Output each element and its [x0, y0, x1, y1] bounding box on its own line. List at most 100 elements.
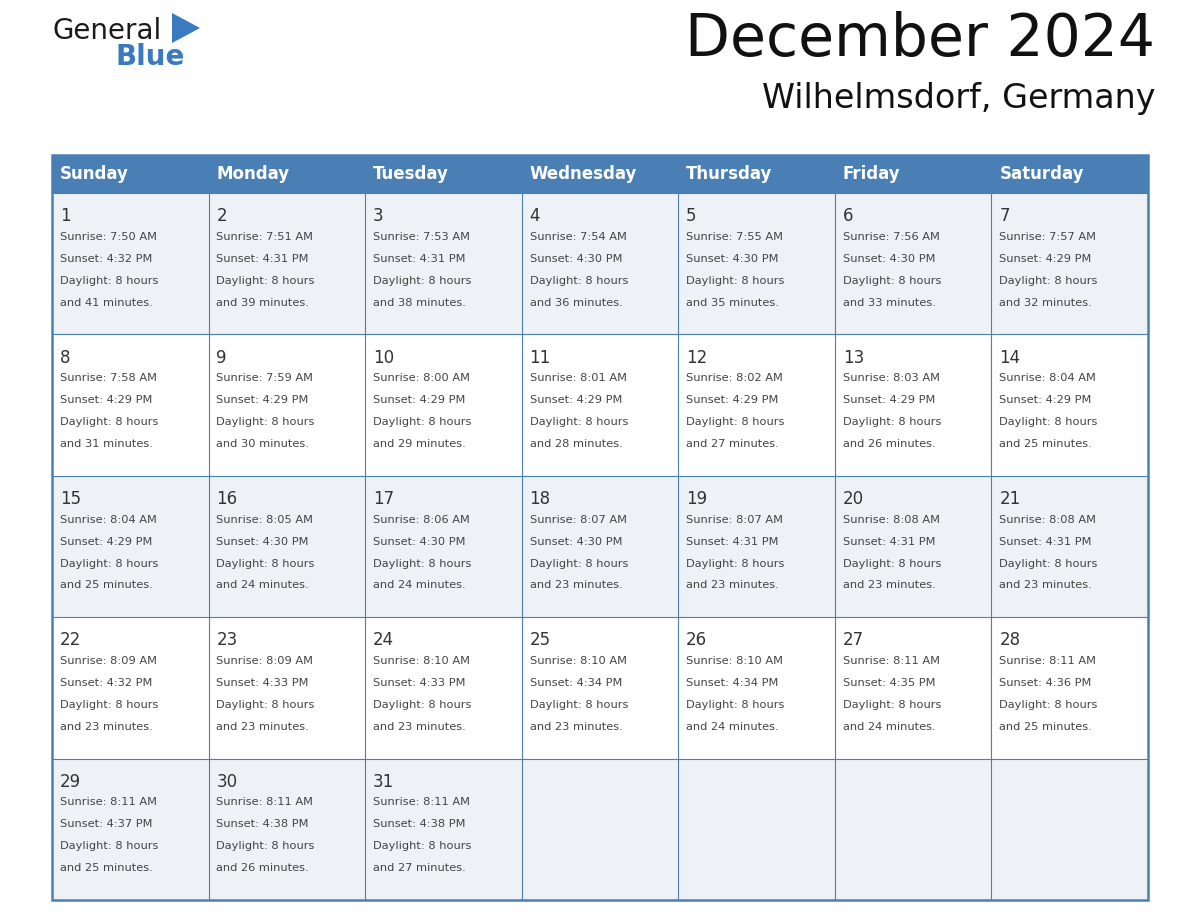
- Text: 15: 15: [59, 490, 81, 508]
- Text: Daylight: 8 hours: Daylight: 8 hours: [999, 700, 1098, 710]
- Text: Sunset: 4:30 PM: Sunset: 4:30 PM: [373, 537, 466, 546]
- Text: and 39 minutes.: and 39 minutes.: [216, 297, 309, 308]
- Text: 27: 27: [842, 632, 864, 649]
- Text: and 23 minutes.: and 23 minutes.: [59, 722, 152, 732]
- Text: Daylight: 8 hours: Daylight: 8 hours: [373, 417, 472, 427]
- Bar: [52, 617, 209, 758]
- Text: Sunrise: 8:11 AM: Sunrise: 8:11 AM: [216, 798, 314, 808]
- Text: Sunrise: 8:10 AM: Sunrise: 8:10 AM: [530, 656, 626, 666]
- Text: Sunrise: 8:00 AM: Sunrise: 8:00 AM: [373, 374, 470, 384]
- Bar: [365, 617, 522, 758]
- Text: Sunrise: 8:06 AM: Sunrise: 8:06 AM: [373, 515, 469, 525]
- Text: Sunrise: 8:10 AM: Sunrise: 8:10 AM: [373, 656, 470, 666]
- Bar: [992, 758, 1148, 900]
- Text: 11: 11: [530, 349, 551, 366]
- Text: Daylight: 8 hours: Daylight: 8 hours: [687, 275, 784, 285]
- Text: Daylight: 8 hours: Daylight: 8 hours: [59, 558, 158, 568]
- Bar: [522, 193, 678, 334]
- Text: Sunrise: 8:08 AM: Sunrise: 8:08 AM: [842, 515, 940, 525]
- Text: Sunrise: 7:57 AM: Sunrise: 7:57 AM: [999, 232, 1097, 241]
- Text: 10: 10: [373, 349, 394, 366]
- Text: Daylight: 8 hours: Daylight: 8 hours: [216, 841, 315, 851]
- Text: 2: 2: [216, 207, 227, 225]
- Bar: [992, 334, 1148, 476]
- Text: Daylight: 8 hours: Daylight: 8 hours: [842, 275, 941, 285]
- Text: Daylight: 8 hours: Daylight: 8 hours: [59, 841, 158, 851]
- Bar: [522, 155, 678, 193]
- Text: Sunrise: 8:09 AM: Sunrise: 8:09 AM: [216, 656, 314, 666]
- Bar: [52, 334, 209, 476]
- Bar: [522, 476, 678, 617]
- Text: Sunset: 4:33 PM: Sunset: 4:33 PM: [373, 678, 466, 688]
- Text: Daylight: 8 hours: Daylight: 8 hours: [216, 417, 315, 427]
- Text: and 41 minutes.: and 41 minutes.: [59, 297, 152, 308]
- Text: Sunset: 4:30 PM: Sunset: 4:30 PM: [687, 253, 778, 263]
- Text: General: General: [52, 17, 162, 45]
- Text: Sunset: 4:29 PM: Sunset: 4:29 PM: [999, 253, 1092, 263]
- Text: Sunset: 4:34 PM: Sunset: 4:34 PM: [530, 678, 621, 688]
- Text: and 31 minutes.: and 31 minutes.: [59, 439, 153, 449]
- Text: 28: 28: [999, 632, 1020, 649]
- Text: Sunrise: 8:11 AM: Sunrise: 8:11 AM: [842, 656, 940, 666]
- Text: Sunset: 4:32 PM: Sunset: 4:32 PM: [59, 678, 152, 688]
- Text: Sunset: 4:36 PM: Sunset: 4:36 PM: [999, 678, 1092, 688]
- Text: Sunrise: 7:55 AM: Sunrise: 7:55 AM: [687, 232, 783, 241]
- Text: Tuesday: Tuesday: [373, 165, 449, 183]
- Bar: [835, 193, 992, 334]
- Bar: [678, 758, 835, 900]
- Text: and 24 minutes.: and 24 minutes.: [216, 580, 309, 590]
- Bar: [209, 334, 365, 476]
- Text: 14: 14: [999, 349, 1020, 366]
- Text: Daylight: 8 hours: Daylight: 8 hours: [842, 417, 941, 427]
- Text: Wilhelmsdorf, Germany: Wilhelmsdorf, Germany: [762, 82, 1155, 115]
- Text: Sunset: 4:29 PM: Sunset: 4:29 PM: [59, 396, 152, 405]
- Text: Sunset: 4:30 PM: Sunset: 4:30 PM: [530, 253, 623, 263]
- Text: Sunset: 4:31 PM: Sunset: 4:31 PM: [373, 253, 466, 263]
- Text: 5: 5: [687, 207, 696, 225]
- Text: Daylight: 8 hours: Daylight: 8 hours: [530, 700, 628, 710]
- Text: 22: 22: [59, 632, 81, 649]
- Text: Sunrise: 7:54 AM: Sunrise: 7:54 AM: [530, 232, 626, 241]
- Text: 4: 4: [530, 207, 541, 225]
- Text: 30: 30: [216, 773, 238, 790]
- Text: and 30 minutes.: and 30 minutes.: [216, 439, 309, 449]
- Text: Sunrise: 8:09 AM: Sunrise: 8:09 AM: [59, 656, 157, 666]
- Text: 1: 1: [59, 207, 70, 225]
- Text: Sunset: 4:29 PM: Sunset: 4:29 PM: [687, 396, 778, 405]
- Text: and 25 minutes.: and 25 minutes.: [59, 580, 152, 590]
- Bar: [209, 617, 365, 758]
- Text: Daylight: 8 hours: Daylight: 8 hours: [530, 558, 628, 568]
- Text: Sunrise: 8:08 AM: Sunrise: 8:08 AM: [999, 515, 1097, 525]
- Text: Sunset: 4:38 PM: Sunset: 4:38 PM: [216, 820, 309, 829]
- Bar: [835, 476, 992, 617]
- Text: and 23 minutes.: and 23 minutes.: [999, 580, 1092, 590]
- Text: and 36 minutes.: and 36 minutes.: [530, 297, 623, 308]
- Text: 19: 19: [687, 490, 707, 508]
- Text: Sunset: 4:38 PM: Sunset: 4:38 PM: [373, 820, 466, 829]
- Bar: [992, 155, 1148, 193]
- Text: Daylight: 8 hours: Daylight: 8 hours: [59, 275, 158, 285]
- Bar: [992, 476, 1148, 617]
- Bar: [678, 334, 835, 476]
- Text: 9: 9: [216, 349, 227, 366]
- Text: Daylight: 8 hours: Daylight: 8 hours: [530, 275, 628, 285]
- Bar: [365, 193, 522, 334]
- Text: Daylight: 8 hours: Daylight: 8 hours: [373, 275, 472, 285]
- Text: 26: 26: [687, 632, 707, 649]
- Text: Daylight: 8 hours: Daylight: 8 hours: [216, 275, 315, 285]
- Bar: [365, 155, 522, 193]
- Polygon shape: [172, 13, 200, 43]
- Text: and 26 minutes.: and 26 minutes.: [216, 863, 309, 873]
- Bar: [365, 334, 522, 476]
- Text: Daylight: 8 hours: Daylight: 8 hours: [59, 417, 158, 427]
- Text: and 25 minutes.: and 25 minutes.: [999, 722, 1092, 732]
- Bar: [678, 617, 835, 758]
- Text: and 23 minutes.: and 23 minutes.: [530, 722, 623, 732]
- Bar: [678, 193, 835, 334]
- Text: Daylight: 8 hours: Daylight: 8 hours: [216, 700, 315, 710]
- Text: Sunset: 4:34 PM: Sunset: 4:34 PM: [687, 678, 778, 688]
- Bar: [209, 155, 365, 193]
- Text: and 29 minutes.: and 29 minutes.: [373, 439, 466, 449]
- Text: and 38 minutes.: and 38 minutes.: [373, 297, 466, 308]
- Text: Daylight: 8 hours: Daylight: 8 hours: [999, 558, 1098, 568]
